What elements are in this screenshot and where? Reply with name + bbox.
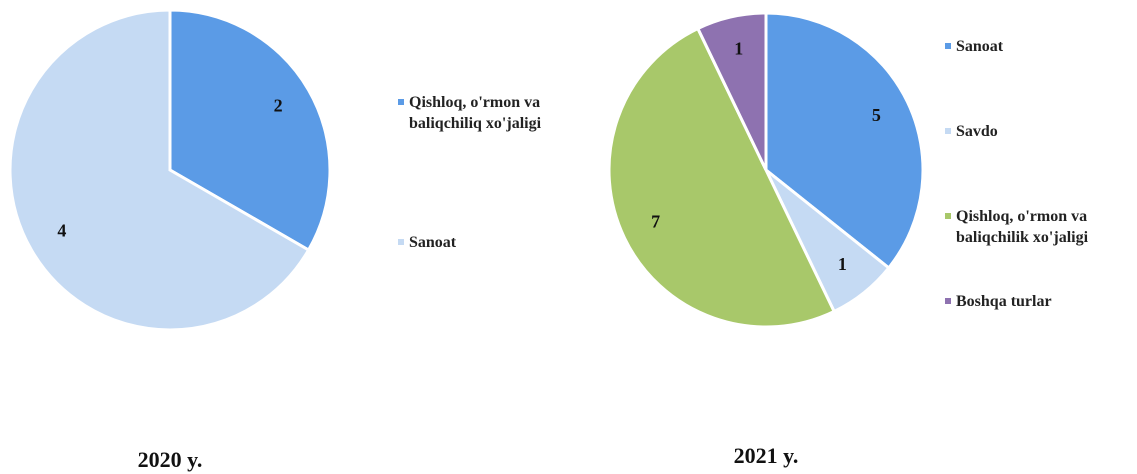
legend-label: Qishloq, o'rmon va baliqchilik xo'jaligi [956, 208, 1089, 246]
legend-label: Savdo [956, 123, 998, 140]
legend-swatch [398, 99, 404, 105]
pie-slice [695, 11, 768, 171]
legend-swatch [945, 43, 951, 49]
legend-item: Savdo [945, 121, 1135, 142]
data-label: 1 [838, 254, 847, 274]
data-label: 7 [651, 211, 660, 231]
pie-slice [8, 8, 311, 332]
legend-swatch [945, 128, 951, 134]
legend-swatch [945, 298, 951, 304]
data-label: 1 [734, 39, 743, 59]
legend-label: Sanoat [956, 38, 1004, 55]
chart-title: 2021 y. [734, 443, 799, 468]
data-label: 4 [57, 221, 66, 241]
legend-label: Sanoat [409, 234, 457, 251]
legend-swatch [398, 239, 404, 245]
pie-slice [607, 26, 837, 329]
data-label: 2 [274, 96, 283, 116]
data-label: 5 [872, 105, 881, 125]
legend-label: Qishloq, o'rmon va baliqchiliq xo'jaligi [409, 94, 542, 132]
legend-item: Sanoat [945, 36, 1135, 57]
legend-item: Qishloq, o'rmon va baliqchiliq xo'jaligi [398, 92, 548, 134]
legend-item: Qishloq, o'rmon va baliqchilik xo'jaligi [945, 206, 1135, 248]
chart-title: 2020 y. [138, 447, 203, 472]
legend-item: Sanoat [398, 232, 548, 253]
pie-slice [168, 8, 332, 253]
pie-slice [764, 11, 925, 270]
legend-swatch [945, 213, 951, 219]
legend-label: Boshqa turlar [956, 293, 1052, 310]
legend-item: Boshqa turlar [945, 291, 1135, 312]
